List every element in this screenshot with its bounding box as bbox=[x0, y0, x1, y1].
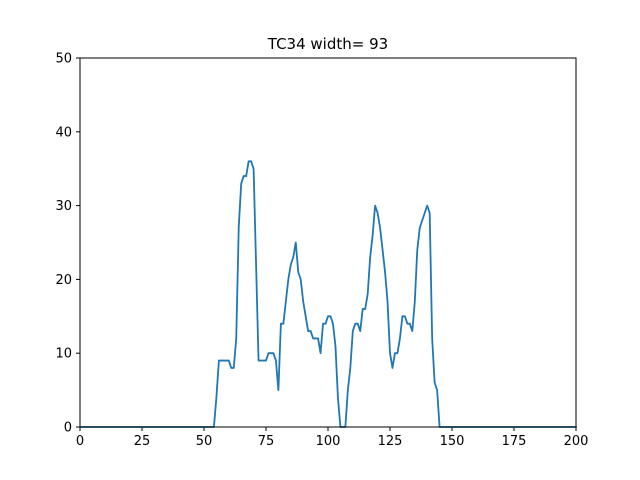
x-tick-label: 150 bbox=[440, 434, 465, 449]
y-tick-label: 10 bbox=[55, 347, 72, 362]
y-tick-label: 0 bbox=[64, 421, 72, 436]
x-tick-label: 50 bbox=[196, 434, 213, 449]
y-tick-label: 40 bbox=[55, 125, 72, 140]
x-tick-label: 75 bbox=[258, 434, 275, 449]
chart-title: TC34 width= 93 bbox=[267, 35, 388, 53]
y-tick-label: 30 bbox=[55, 199, 72, 214]
y-tick-label: 50 bbox=[55, 52, 72, 67]
series-layer bbox=[79, 160, 577, 428]
x-axis: 0 25 50 75 100 125 150 175 200 bbox=[76, 427, 589, 449]
plot-area bbox=[80, 58, 576, 427]
plot-frame bbox=[79, 57, 577, 428]
x-tick-label: 100 bbox=[316, 434, 341, 449]
x-tick-label: 25 bbox=[134, 434, 151, 449]
x-tick-label: 125 bbox=[378, 434, 403, 449]
x-tick-label: 175 bbox=[502, 434, 527, 449]
x-tick-label: 200 bbox=[564, 434, 589, 449]
y-axis: 0 10 20 30 40 50 bbox=[55, 52, 80, 436]
x-tick-label: 0 bbox=[76, 434, 84, 449]
series-line bbox=[79, 160, 577, 428]
y-tick-label: 20 bbox=[55, 273, 72, 288]
